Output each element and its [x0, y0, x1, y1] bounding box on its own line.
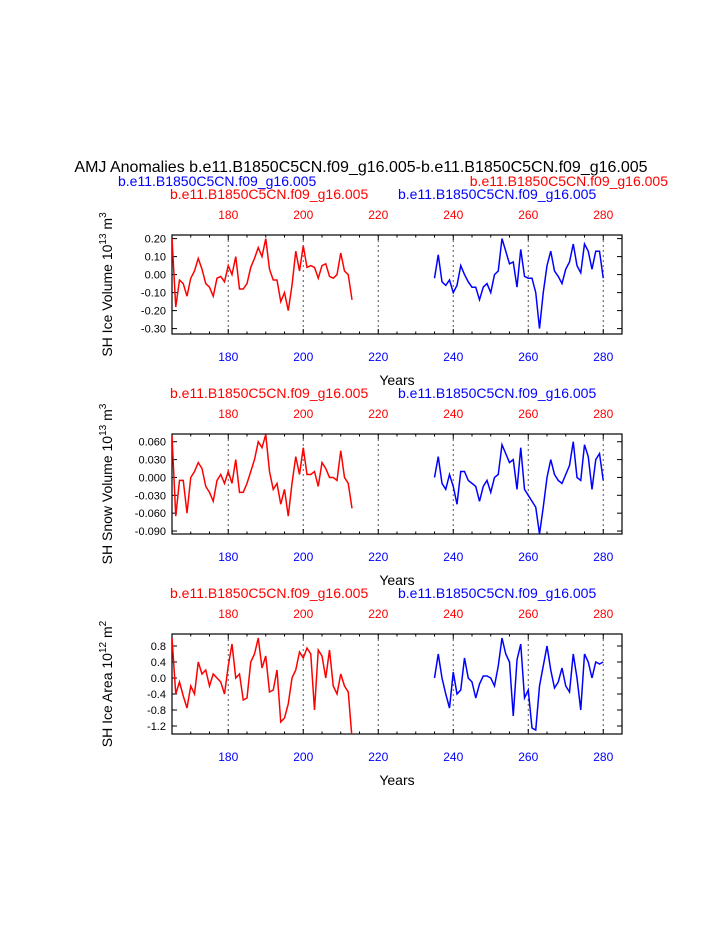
y-axis-title-part: m — [99, 218, 115, 234]
figure-title: AMJ Anomalies b.e11.B1850C5CN.f09_g16.00… — [74, 159, 647, 176]
xtick-label-top: 200 — [293, 407, 313, 421]
xtick-label-bottom: 260 — [518, 350, 538, 364]
ytick-label: 0.20 — [145, 234, 166, 246]
ytick-label: 0.0 — [151, 673, 166, 685]
ytick-label: -0.10 — [141, 288, 166, 300]
ytick-label: -0.4 — [147, 689, 166, 701]
xtick-label-top: 240 — [443, 407, 463, 421]
panels: b.e11.B1850C5CN.f09_g16.005 b.e11.B1850C5… — [98, 186, 623, 788]
ytick-label: -0.20 — [141, 306, 166, 318]
xtick-label-top: 180 — [218, 607, 238, 621]
ytick-label: 0.000 — [138, 472, 166, 484]
xtick-label-bottom: 240 — [443, 750, 463, 764]
xtick-label-top: 220 — [368, 407, 388, 421]
y-axis-title-part: 12 — [98, 641, 109, 653]
xtick-label-bottom: 200 — [293, 750, 313, 764]
top-run-label-right: b.e11.B1850C5CN.f09_g16.005 — [398, 385, 596, 401]
xtick-label-top: 200 — [293, 607, 313, 621]
xtick-label-bottom: 260 — [518, 750, 538, 764]
x-axis-title: Years — [379, 772, 414, 788]
xtick-label-top: 240 — [443, 208, 463, 222]
xtick-label-top: 280 — [593, 208, 613, 222]
xtick-label-top: 220 — [368, 607, 388, 621]
top-run-label-left: b.e11.B1850C5CN.f09_g16.005 — [170, 385, 368, 401]
series-line-red — [172, 238, 353, 311]
xtick-label-top: 180 — [218, 407, 238, 421]
xtick-label-top: 220 — [368, 208, 388, 222]
ytick-label: 0.4 — [151, 657, 166, 669]
ytick-label: -0.30 — [141, 324, 166, 336]
top-run-label-left: b.e11.B1850C5CN.f09_g16.005 — [170, 186, 368, 202]
xtick-label-bottom: 240 — [443, 350, 463, 364]
series-line-red — [172, 434, 353, 517]
x-axis-title: Years — [379, 372, 414, 388]
ytick-label: 0.060 — [138, 437, 166, 449]
panel-1: b.e11.B1850C5CN.f09_g16.005 b.e11.B1850C5… — [98, 186, 623, 388]
top-run-label-right: b.e11.B1850C5CN.f09_g16.005 — [398, 186, 596, 202]
ytick-label: -0.090 — [135, 526, 166, 538]
y-axis-title: SH Ice Volume 1013 m3 — [98, 212, 115, 357]
ytick-label: 0.8 — [151, 641, 166, 653]
series-line-blue — [433, 238, 604, 329]
series-line-blue — [433, 637, 604, 732]
xtick-label-top: 240 — [443, 607, 463, 621]
xtick-label-bottom: 220 — [368, 550, 388, 564]
y-axis-title-part: SH Ice Volume 10 — [99, 244, 115, 356]
top-run-label-right: b.e11.B1850C5CN.f09_g16.005 — [398, 585, 596, 601]
ytick-label: 0.10 — [145, 252, 166, 264]
xtick-label-top: 280 — [593, 607, 613, 621]
y-axis-title-part: SH Snow Volume 10 — [99, 436, 115, 565]
y-axis-title-part: 2 — [98, 620, 109, 626]
ytick-label: -0.8 — [147, 705, 166, 717]
xtick-label-bottom: 180 — [218, 350, 238, 364]
xtick-label-bottom: 280 — [593, 350, 613, 364]
y-axis-title-part: 3 — [98, 212, 109, 218]
top-run-label-left: b.e11.B1850C5CN.f09_g16.005 — [170, 585, 368, 601]
xtick-label-top: 180 — [218, 208, 238, 222]
y-axis-title: SH Snow Volume 1013 m3 — [98, 403, 115, 564]
xtick-label-bottom: 180 — [218, 750, 238, 764]
y-axis-title-part: SH Ice Area 10 — [99, 653, 115, 747]
series-line-red — [172, 637, 353, 734]
header-left-run-label: b.e11.B1850C5CN.f09_g16.005 — [118, 173, 316, 189]
y-axis-title-part: m — [99, 409, 115, 425]
xtick-label-bottom: 220 — [368, 750, 388, 764]
panel-2: b.e11.B1850C5CN.f09_g16.005 b.e11.B1850C5… — [98, 385, 623, 588]
xtick-label-bottom: 240 — [443, 550, 463, 564]
xtick-label-top: 260 — [518, 607, 538, 621]
xtick-label-bottom: 200 — [293, 550, 313, 564]
x-axis-title: Years — [379, 572, 414, 588]
y-axis-title: SH Ice Area 1012 m2 — [98, 620, 115, 747]
xtick-label-top: 200 — [293, 208, 313, 222]
xtick-label-bottom: 280 — [593, 550, 613, 564]
y-axis-title-part: m — [99, 626, 115, 642]
ytick-label: -0.060 — [135, 508, 166, 520]
xtick-label-bottom: 180 — [218, 550, 238, 564]
ytick-label: -1.2 — [147, 721, 166, 733]
series-line-blue — [433, 441, 604, 534]
ytick-label: 0.00 — [145, 270, 166, 282]
ytick-label: 0.030 — [138, 455, 166, 467]
xtick-label-bottom: 280 — [593, 750, 613, 764]
y-axis-title-part: 3 — [98, 403, 109, 409]
xtick-label-bottom: 260 — [518, 550, 538, 564]
xtick-label-bottom: 200 — [293, 350, 313, 364]
xtick-label-top: 260 — [518, 208, 538, 222]
ytick-label: -0.030 — [135, 490, 166, 502]
header-right-run-label: b.e11.B1850C5CN.f09_g16.005 — [470, 173, 668, 189]
y-axis-title-part: 13 — [98, 233, 109, 245]
xtick-label-top: 260 — [518, 407, 538, 421]
xtick-label-bottom: 220 — [368, 350, 388, 364]
xtick-label-top: 280 — [593, 407, 613, 421]
y-axis-title-part: 13 — [98, 424, 109, 436]
panel-3: b.e11.B1850C5CN.f09_g16.005 b.e11.B1850C5… — [98, 585, 623, 788]
